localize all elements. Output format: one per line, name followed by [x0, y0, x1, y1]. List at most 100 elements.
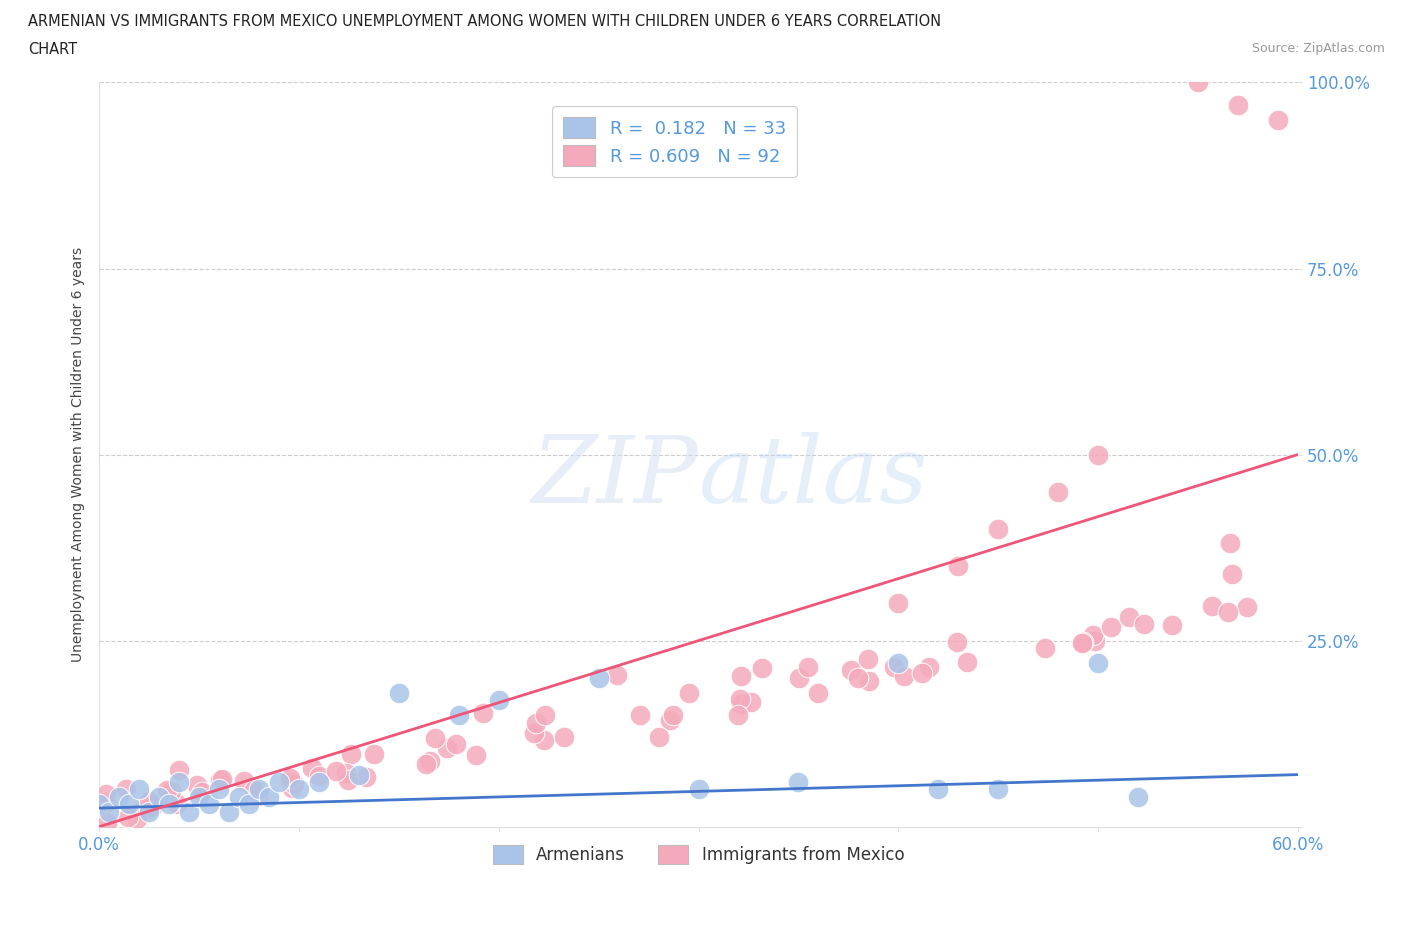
Point	[156, 783, 179, 798]
Point	[1084, 633, 1107, 648]
Point	[464, 747, 486, 762]
Point	[856, 652, 879, 667]
Point	[946, 635, 969, 650]
Point	[247, 782, 270, 797]
Point	[336, 772, 359, 787]
Point	[787, 775, 810, 790]
Point	[1071, 635, 1094, 650]
Text: CHART: CHART	[28, 42, 77, 57]
Point	[1201, 599, 1223, 614]
Point	[661, 708, 683, 723]
Point	[1126, 790, 1149, 804]
Point	[166, 797, 188, 812]
Point	[918, 659, 941, 674]
Point	[1226, 98, 1249, 113]
Point	[659, 712, 682, 727]
Point	[257, 790, 280, 804]
Point	[606, 668, 628, 683]
Point	[308, 775, 330, 790]
Point	[138, 804, 160, 819]
Point	[160, 784, 183, 799]
Point	[887, 656, 910, 671]
Point	[730, 697, 752, 711]
Point	[987, 522, 1010, 537]
Point	[198, 797, 221, 812]
Point	[247, 789, 270, 804]
Point	[1071, 636, 1094, 651]
Text: ZIP: ZIP	[531, 432, 699, 522]
Point	[142, 798, 165, 813]
Point	[419, 753, 441, 768]
Point	[588, 671, 610, 685]
Point	[1087, 656, 1109, 671]
Point	[190, 784, 212, 799]
Point	[167, 775, 190, 790]
Point	[858, 673, 880, 688]
Point	[138, 793, 160, 808]
Point	[1236, 600, 1258, 615]
Point	[1047, 485, 1070, 499]
Point	[846, 671, 869, 685]
Point	[553, 730, 575, 745]
Point	[228, 790, 250, 804]
Point	[955, 655, 977, 670]
Point	[444, 737, 467, 751]
Point	[533, 708, 555, 723]
Point	[471, 706, 494, 721]
Point	[177, 804, 200, 819]
Point	[117, 809, 139, 824]
Point	[127, 812, 149, 827]
Point	[340, 747, 363, 762]
Point	[1133, 617, 1156, 631]
Point	[987, 782, 1010, 797]
Point	[688, 782, 710, 797]
Point	[325, 764, 347, 778]
Point	[98, 804, 121, 819]
Point	[436, 740, 458, 755]
Point	[363, 747, 385, 762]
Point	[96, 795, 118, 810]
Point	[138, 801, 160, 816]
Point	[807, 685, 830, 700]
Point	[1161, 618, 1184, 632]
Point	[1118, 610, 1140, 625]
Point	[1220, 566, 1243, 581]
Point	[243, 782, 266, 797]
Point	[524, 715, 547, 730]
Point	[281, 781, 304, 796]
Point	[1187, 75, 1209, 90]
Point	[267, 775, 290, 790]
Legend: Armenians, Immigrants from Mexico: Armenians, Immigrants from Mexico	[486, 838, 911, 870]
Point	[533, 733, 555, 748]
Point	[1035, 641, 1057, 656]
Point	[278, 774, 301, 789]
Point	[283, 777, 305, 791]
Point	[128, 782, 150, 797]
Point	[883, 659, 905, 674]
Point	[887, 596, 910, 611]
Point	[233, 774, 256, 789]
Point	[218, 804, 240, 819]
Point	[335, 765, 357, 780]
Point	[208, 782, 231, 797]
Point	[238, 797, 260, 812]
Point	[787, 671, 810, 685]
Text: ARMENIAN VS IMMIGRANTS FROM MEXICO UNEMPLOYMENT AMONG WOMEN WITH CHILDREN UNDER : ARMENIAN VS IMMIGRANTS FROM MEXICO UNEMP…	[28, 14, 941, 29]
Point	[188, 790, 211, 804]
Point	[1216, 604, 1239, 619]
Point	[728, 691, 751, 706]
Point	[628, 707, 651, 722]
Point	[740, 695, 762, 710]
Point	[169, 763, 191, 777]
Point	[447, 708, 470, 723]
Point	[1267, 113, 1289, 127]
Point	[308, 769, 330, 784]
Point	[727, 708, 749, 723]
Point	[211, 771, 233, 786]
Point	[118, 797, 141, 812]
Point	[488, 693, 510, 708]
Point	[94, 787, 117, 802]
Point	[278, 770, 301, 785]
Point	[1099, 619, 1122, 634]
Point	[425, 730, 447, 745]
